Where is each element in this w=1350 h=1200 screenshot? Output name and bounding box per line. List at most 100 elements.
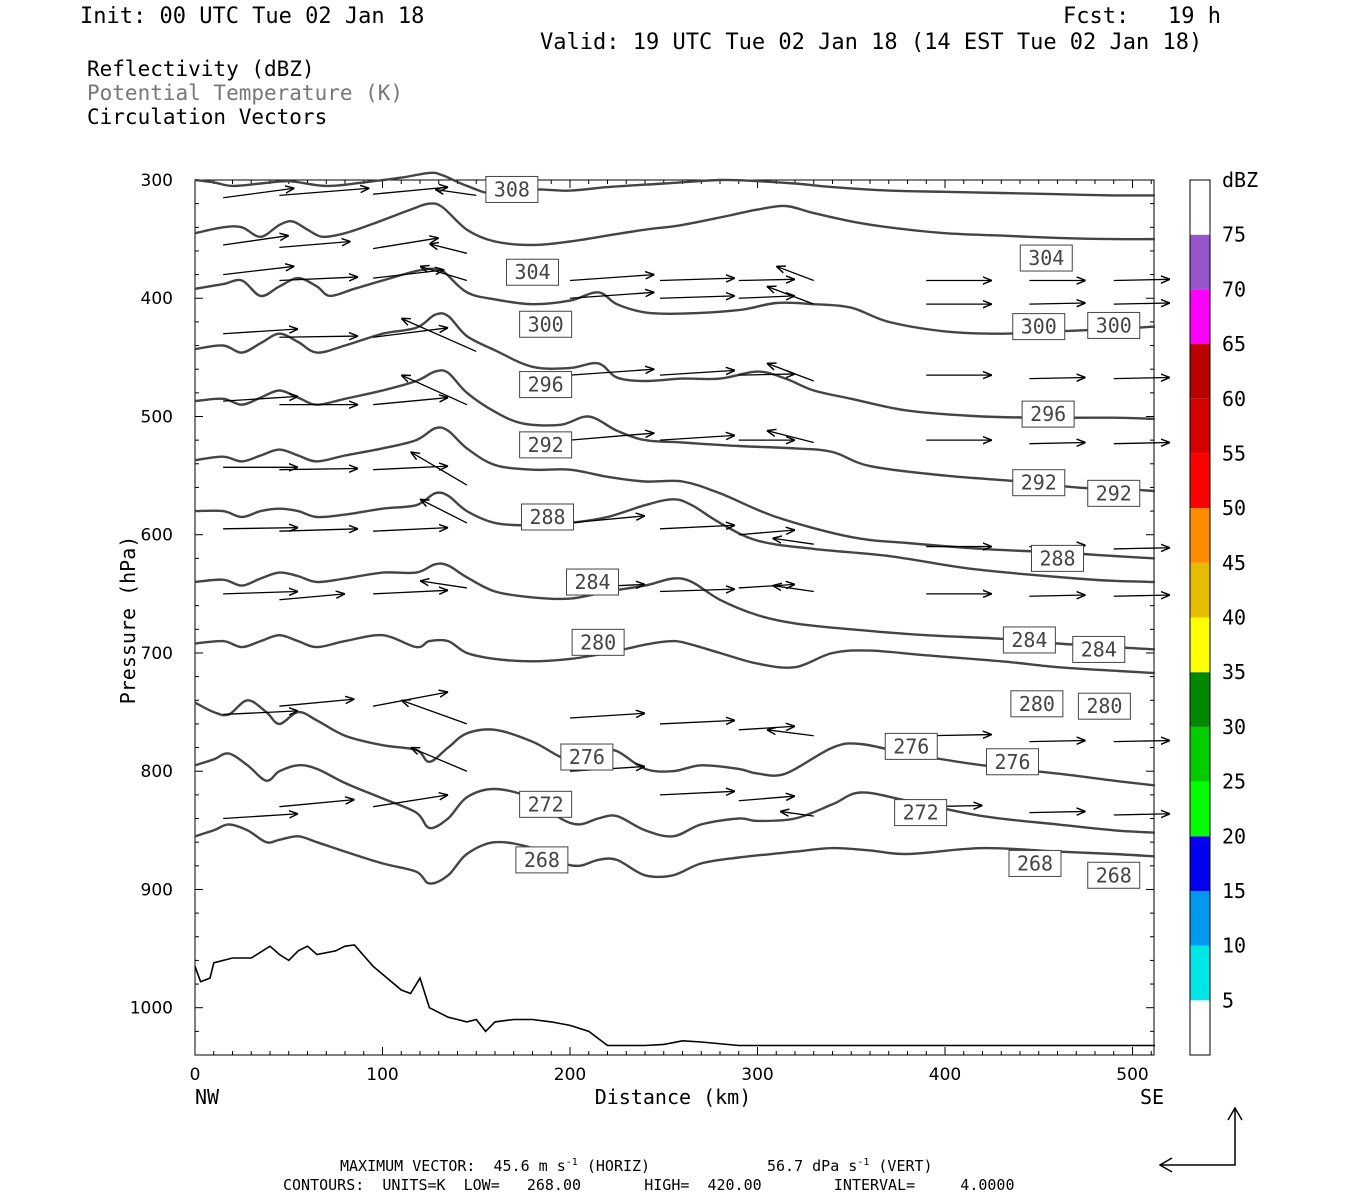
circulation-vector <box>569 369 654 376</box>
circulation-vector <box>1113 303 1170 304</box>
contour-label-304: 304 <box>1028 246 1064 270</box>
circulation-vector <box>373 795 448 808</box>
contour-label-box <box>566 568 619 596</box>
max-vector-exponent: -1 <box>565 1157 578 1168</box>
contour-label-272: 272 <box>528 792 564 816</box>
circulation-vector <box>401 375 468 406</box>
vert-vector-value: 56.7 dPa s <box>767 1157 858 1175</box>
theta-contour-280 <box>194 562 1156 651</box>
contour-label-280: 280 <box>1019 692 1055 716</box>
colorbar-level-label: 35 <box>1222 660 1246 684</box>
valid-time: Valid: 19 UTC Tue 02 Jan 18 (14 EST Tue … <box>540 30 1203 55</box>
circulation-vector <box>738 374 795 375</box>
circulation-vector <box>223 329 298 335</box>
circulation-vector <box>1029 595 1085 596</box>
circulation-vector <box>738 296 795 298</box>
x-axis-label: Distance (km) <box>595 1085 752 1109</box>
colorbar-segment <box>1190 453 1210 509</box>
colorbar-level-label: 45 <box>1222 551 1246 575</box>
circulation-vector <box>279 699 354 707</box>
contour-label-box <box>519 431 573 459</box>
contour-label-276: 276 <box>994 750 1030 774</box>
x-tick-labels: 0 100 200 300 400 500 <box>190 1065 1149 1085</box>
contour-label-292: 292 <box>1096 481 1132 505</box>
circulation-vector <box>1113 740 1170 741</box>
circulation-vector <box>767 431 814 444</box>
theta-contour-304 <box>194 202 1156 247</box>
circulation-vector <box>420 499 468 524</box>
contour-label-280: 280 <box>1086 694 1122 718</box>
x-tick-label: 500 <box>1116 1065 1148 1085</box>
circulation-vector <box>429 244 468 254</box>
circulation-vector <box>659 720 735 724</box>
contour-label-box <box>1077 692 1131 720</box>
theta-contour-296 <box>194 312 1156 421</box>
contour-label-300: 300 <box>528 312 564 336</box>
circulation-vector <box>1029 443 1085 444</box>
circulation-vector <box>569 433 654 441</box>
footer-max-vector-vert: 56.7 dPa s-1 (VERT) <box>767 1157 933 1175</box>
colorbar-segment <box>1190 289 1210 345</box>
circulation-vector <box>401 318 477 353</box>
plot-frame <box>194 179 1155 1056</box>
contour-label-300: 300 <box>1096 313 1132 337</box>
theta-contour-276 <box>194 633 1156 675</box>
theta-contour-308 <box>194 171 1156 197</box>
colorbar-segment <box>1190 234 1210 290</box>
circulation-vector <box>373 692 448 707</box>
colorbar-segment <box>1190 890 1210 946</box>
contour-label-304: 304 <box>514 260 550 284</box>
circulation-vector <box>373 528 448 532</box>
colorbar-level-label: 25 <box>1222 770 1246 794</box>
circulation-vector <box>435 189 477 197</box>
contour-label-284: 284 <box>1011 628 1047 652</box>
circulation-vector <box>569 516 645 524</box>
x-end-label-right: SE <box>1140 1085 1164 1109</box>
circulation-vector <box>420 581 467 589</box>
circulation-vector <box>223 188 294 199</box>
contour-label-box <box>519 790 573 818</box>
circulation-vector <box>223 814 298 820</box>
circulation-vector <box>279 241 350 249</box>
circulation-vector <box>569 713 645 719</box>
colorbar-segment <box>1190 398 1210 454</box>
circulation-vector <box>373 238 439 250</box>
circulation-vector <box>659 296 735 298</box>
circulation-vector <box>223 711 298 715</box>
contour-label-272: 272 <box>903 801 939 825</box>
theta-contour-300 <box>194 267 1156 335</box>
x-tick-label: 0 <box>190 1065 201 1085</box>
reference-vector-icon <box>1158 1106 1243 1173</box>
contour-label-box <box>1012 469 1066 497</box>
contour-label-box <box>521 503 574 531</box>
footer-contours: CONTOURS: UNITS=K LOW= 268.00 HIGH= 420.… <box>283 1176 1015 1194</box>
contour-label-box <box>1072 635 1126 663</box>
contour-label-288: 288 <box>1039 546 1075 570</box>
circulation-vector <box>373 328 448 338</box>
circulation-vector <box>1113 279 1170 280</box>
circulation-vector <box>659 525 735 529</box>
contour-label-box <box>1010 690 1064 718</box>
vert-vector-label: (VERT) <box>869 1157 933 1175</box>
contour-label-280: 280 <box>580 630 616 654</box>
circulation-vector <box>1029 740 1085 741</box>
y-axis-label: Pressure (hPa) <box>116 536 140 705</box>
contour-label-box <box>560 743 614 771</box>
contour-label-box <box>519 310 573 338</box>
y-tick-label: 700 <box>141 644 173 664</box>
colorbar-level-label: 20 <box>1222 824 1246 848</box>
contour-label-box <box>986 748 1039 776</box>
circulation-vector <box>569 292 654 299</box>
circulation-vector <box>223 266 294 276</box>
theta-contour-284 <box>194 491 1156 584</box>
colorbar-level-label: 15 <box>1222 879 1246 903</box>
circulation-vector <box>279 594 345 601</box>
legend-circulation-vectors: Circulation Vectors <box>87 105 328 129</box>
contour-labels: 308 304 304 300 300 300 296 296 292 292 292 288 288 2… <box>485 175 1141 889</box>
contour-label-box <box>894 799 948 827</box>
contour-label-268: 268 <box>1017 851 1053 875</box>
theta-contour-292 <box>194 369 1156 493</box>
circulation-vector <box>373 398 448 406</box>
circulation-vector <box>373 270 444 279</box>
